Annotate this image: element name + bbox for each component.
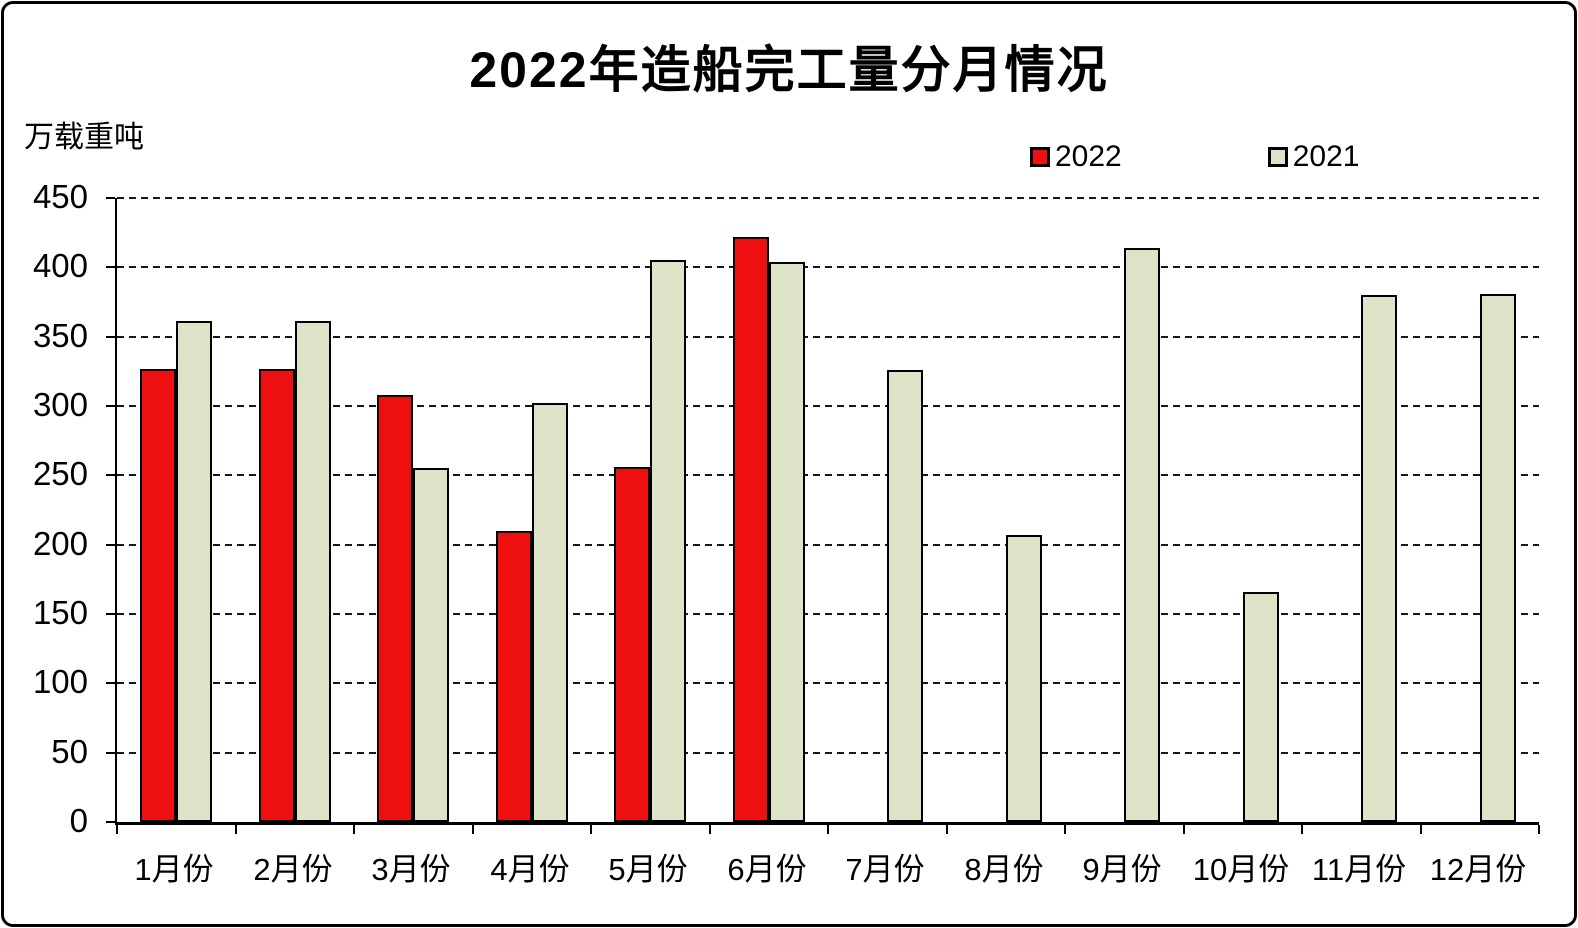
bar-2022-2月份 [259,369,295,822]
gridline-300 [117,405,1539,407]
y-axis-label-350: 350 [32,317,88,354]
x-axis-tick-10 [1301,825,1303,834]
bar-2022-3月份 [377,395,413,822]
x-axis-tick-8 [1064,825,1066,834]
y-axis-label-300: 300 [32,386,88,423]
x-axis-tick-5 [709,825,711,834]
legend: 2022 2021 [1030,140,1360,174]
bar-2021-4月份 [532,403,568,822]
y-axis-unit-label: 万载重吨 [24,121,144,154]
x-axis-label-9月份: 9月份 [1082,852,1162,887]
bar-2022-1月份 [140,369,176,822]
gridline-350 [117,336,1539,338]
legend-swatch-2022-icon [1030,147,1050,167]
x-axis-label-5月份: 5月份 [608,852,688,887]
y-axis-label-100: 100 [32,663,88,700]
legend-swatch-2021-icon [1267,147,1288,167]
gridline-150 [117,613,1539,615]
x-axis-label-12月份: 12月份 [1429,852,1527,887]
bar-2021-6月份 [769,262,805,822]
gridline-50 [117,752,1539,754]
legend-item-2022: 2022 [1030,140,1122,174]
x-axis-label-2月份: 2月份 [253,852,333,887]
gridline-450 [117,197,1539,199]
y-axis-tick-450 [106,197,115,199]
bar-2021-8月份 [1006,535,1042,822]
x-axis-tick-1 [235,825,237,834]
y-axis-tick-100 [106,682,115,684]
y-axis-label-150: 150 [32,594,88,631]
x-axis-label-1月份: 1月份 [134,852,214,887]
y-axis-tick-150 [106,613,115,615]
y-axis-tick-350 [106,336,115,338]
gridline-250 [117,474,1539,476]
y-axis-tick-50 [106,752,115,754]
bar-2021-3月份 [413,468,449,822]
x-axis-label-7月份: 7月份 [845,852,925,887]
x-axis-label-6月份: 6月份 [727,852,807,887]
chart-title: 2022年造船完工量分月情况 [469,42,1109,98]
gridline-200 [117,544,1539,546]
y-axis-tick-400 [106,266,115,268]
x-axis-tick-2 [353,825,355,834]
bar-2021-9月份 [1124,248,1160,822]
bar-2022-5月份 [614,467,650,822]
y-axis-tick-300 [106,405,115,407]
x-axis-label-10月份: 10月份 [1192,852,1290,887]
legend-item-2021: 2021 [1267,140,1360,174]
y-axis-tick-250 [106,474,115,476]
x-axis-tick-4 [590,825,592,834]
x-axis-tick-6 [827,825,829,834]
bar-2021-12月份 [1480,294,1516,822]
y-axis-tick-0 [106,821,115,823]
bar-2021-11月份 [1361,295,1397,822]
x-axis-label-4月份: 4月份 [490,852,570,887]
gridline-100 [117,682,1539,684]
x-axis-tick-11 [1420,825,1422,834]
y-axis-label-0: 0 [69,802,88,839]
bar-2021-2月份 [295,321,331,822]
bar-2021-5月份 [650,260,686,822]
plot-area [106,197,1540,834]
legend-label-2022: 2022 [1055,140,1122,173]
y-axis-label-200: 200 [32,525,88,562]
bar-2022-6月份 [733,237,769,822]
y-axis-label-250: 250 [32,455,88,492]
y-axis-label-450: 450 [32,178,88,215]
x-axis-label-3月份: 3月份 [371,852,451,887]
bar-2021-1月份 [176,321,212,822]
y-axis-tick-200 [106,544,115,546]
x-axis-tick-0 [116,825,118,834]
x-axis-tick-9 [1183,825,1185,834]
x-axis-label-8月份: 8月份 [964,852,1044,887]
y-axis-label-400: 400 [32,247,88,284]
x-axis-tick-12 [1538,825,1540,834]
y-axis-label-50: 50 [51,733,88,770]
x-axis-tick-3 [472,825,474,834]
legend-label-2021: 2021 [1292,140,1360,173]
bar-2022-4月份 [496,531,532,822]
x-axis-tick-7 [946,825,948,834]
bar-2021-10月份 [1243,592,1279,822]
gridline-400 [117,266,1539,268]
bar-2021-7月份 [887,370,923,822]
x-axis-label-11月份: 11月份 [1311,852,1407,887]
